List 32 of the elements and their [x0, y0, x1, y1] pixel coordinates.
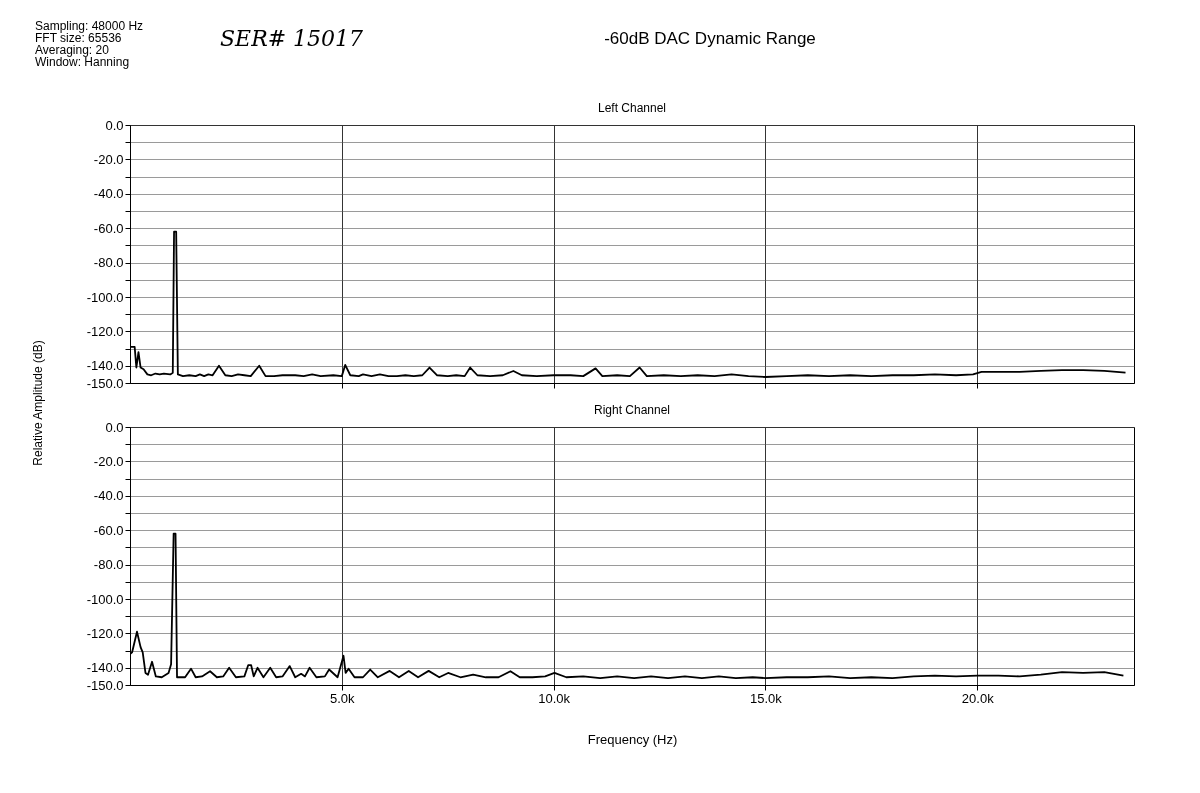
text: Window: Hanning: [35, 55, 130, 69]
y-tick-label: -120.0: [86, 625, 124, 641]
y-tick-label: -40.0: [93, 186, 124, 202]
x-tick-label: 5.0k: [330, 690, 356, 706]
y-tick-label: -40.0: [93, 488, 124, 504]
y-tick-label: 0.0: [105, 117, 124, 133]
y-tick-label: -120.0: [86, 323, 124, 339]
text: SER# 15017: [220, 26, 364, 51]
text: Averaging: 20: [35, 43, 110, 57]
x-axis-title: Frequency (Hz): [587, 731, 678, 747]
y-tick-label: -150.0: [86, 677, 124, 693]
y-tick-label: -80.0: [93, 557, 124, 573]
y-tick-label: -60.0: [93, 522, 124, 538]
x-tick-label: 10.0k: [538, 690, 571, 706]
y-axis-title: Relative Amplitude (dB): [31, 340, 45, 466]
text: Sampling: 48000 Hz: [35, 19, 144, 33]
y-tick-label: -20.0: [93, 151, 124, 167]
chart-title: Right Channel: [593, 403, 671, 417]
y-tick-label: -100.0: [86, 591, 124, 607]
y-tick-label: -100.0: [86, 289, 124, 305]
y-tick-label: -140.0: [86, 358, 124, 374]
chart-title: Left Channel: [597, 101, 667, 115]
y-tick-label: -60.0: [93, 220, 124, 236]
text: -60dB DAC Dynamic Range: [604, 29, 816, 48]
y-tick-label: -140.0: [86, 660, 124, 676]
y-tick-label: -20.0: [93, 453, 124, 469]
x-tick-label: 20.0k: [961, 690, 995, 706]
y-tick-label: -80.0: [93, 255, 124, 271]
x-tick-label: 15.0k: [750, 690, 783, 706]
y-tick-label: 0.0: [105, 419, 124, 435]
y-tick-label: -150.0: [86, 375, 124, 391]
text: FFT size: 65536: [35, 31, 122, 45]
